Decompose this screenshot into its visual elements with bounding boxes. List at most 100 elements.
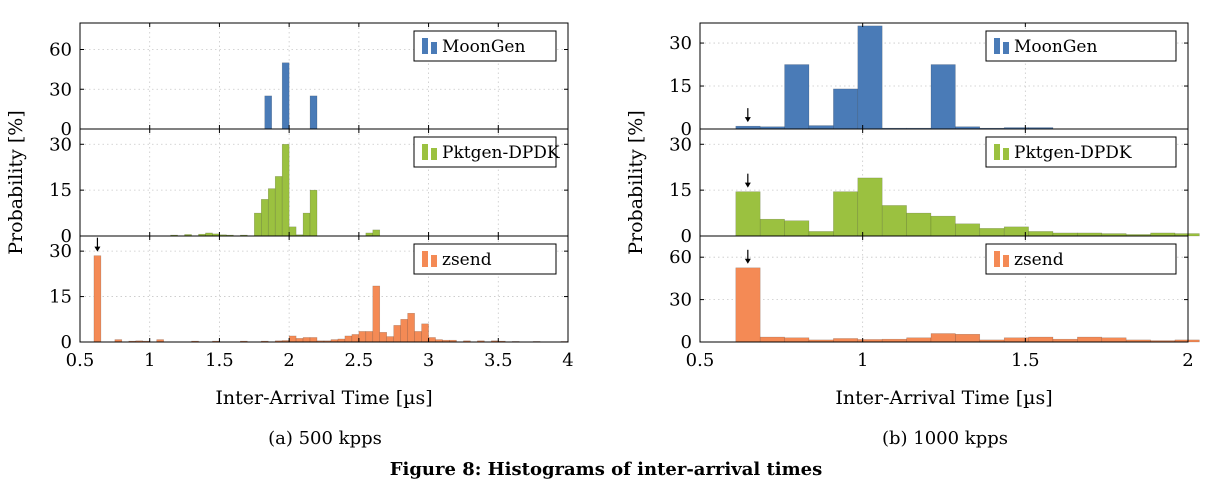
y-tick-label: 30 [669, 290, 692, 311]
y-tick-label: 30 [669, 134, 692, 155]
histogram-bar [407, 312, 415, 343]
histogram-bar [906, 212, 932, 237]
x-tick-label: 0.5 [686, 350, 715, 371]
histogram-bar [309, 337, 318, 343]
x-axis-label: Inter-Arrival Time [µs] [835, 387, 1052, 409]
legend-swatch [431, 42, 437, 54]
y-tick-label: 0 [681, 119, 692, 140]
y-tick-label: 30 [49, 79, 72, 100]
histogram-bar [955, 333, 981, 343]
arrow-icon [744, 173, 751, 188]
x-tick-label: 1 [857, 350, 868, 371]
histogram-bar [261, 199, 269, 237]
legend-label: MoonGen [442, 37, 525, 57]
panel-frame [699, 235, 1189, 343]
x-tick-label: 2.5 [345, 350, 374, 371]
histogram-bar [309, 189, 318, 237]
x-tick-label: 3.5 [484, 350, 513, 371]
legend-pktgen-dpdk: Pktgen-DPDK [985, 136, 1177, 168]
figure-caption: Figure 8: Histograms of inter-arrival ti… [389, 459, 823, 480]
histogram-bar [372, 229, 381, 237]
y-tick-label: 0 [61, 226, 72, 247]
legend-zsend: zsend [985, 243, 1177, 275]
legend-swatch [1003, 42, 1009, 54]
y-tick-label: 60 [49, 40, 72, 61]
histogram-bar [379, 332, 387, 343]
histogram-bar [735, 191, 761, 237]
y-tick-label: 30 [49, 134, 72, 155]
legend-moongen: MoonGen [413, 30, 557, 62]
histogram-bar [421, 323, 429, 343]
histogram-bar [274, 176, 283, 237]
legend-swatch [994, 38, 1000, 54]
histogram-bar [267, 188, 276, 237]
x-tick-label: 1.5 [205, 350, 234, 371]
legend-moongen: MoonGen [985, 30, 1177, 62]
histogram-bar [288, 335, 297, 343]
histogram-bar [857, 177, 883, 237]
histogram-bar [930, 64, 956, 130]
legend-label: zsend [442, 250, 492, 270]
legend-swatch [422, 251, 428, 267]
histogram-bar [386, 336, 394, 343]
y-tick-label: 0 [61, 119, 72, 140]
histogram-bar [372, 285, 381, 343]
histogram-bar [857, 25, 883, 130]
legend-swatch [1003, 255, 1009, 267]
legend-label: zsend [1014, 250, 1064, 270]
x-tick-label: 0.5 [66, 350, 95, 371]
legend-swatch [431, 255, 437, 267]
histogram-bar [400, 319, 408, 343]
histogram-bar [930, 215, 956, 237]
x-tick-label: 1.5 [1011, 350, 1040, 371]
subcaption-500-kpps: (a) 500 kpps [268, 428, 382, 449]
histogram-bar [784, 220, 810, 237]
y-tick-label: 0 [681, 332, 692, 353]
legend-box [413, 243, 557, 275]
histogram-bar [1101, 337, 1127, 343]
panel-frame [79, 235, 569, 343]
histogram-bar [808, 231, 834, 237]
histogram-bar [281, 144, 290, 237]
histogram-bar [759, 336, 785, 343]
histogram-bar [302, 337, 311, 343]
arrow-head [94, 246, 101, 252]
histogram-bar [1077, 336, 1103, 343]
histogram-bar [979, 228, 1005, 237]
legend-swatch [994, 251, 1000, 267]
histogram-bar [309, 95, 318, 130]
histogram-bar [833, 191, 859, 237]
x-tick-label: 4 [562, 350, 573, 371]
y-tick-label: 30 [669, 33, 692, 54]
legend-label: MoonGen [1014, 37, 1097, 57]
histogram-bar [264, 95, 272, 130]
legend-pktgen-dpdk: Pktgen-DPDK [413, 136, 560, 168]
histogram-bar [1028, 336, 1054, 343]
y-tick-label: 30 [49, 241, 72, 262]
x-tick-label: 2 [283, 350, 294, 371]
histogram-bar [784, 64, 810, 130]
legend-zsend: zsend [413, 243, 557, 275]
histogram-bar [428, 337, 436, 343]
arrow-head [744, 182, 751, 188]
histogram-bar [759, 218, 785, 237]
legend-box [985, 243, 1177, 275]
histogram-bar [365, 331, 374, 343]
y-tick-label: 15 [49, 287, 72, 308]
histogram-bar [254, 212, 262, 237]
legend-label: Pktgen-DPDK [442, 143, 560, 163]
histogram-bar [351, 334, 360, 343]
histogram-bar [735, 267, 761, 343]
histogram-bar [295, 338, 304, 343]
histogram-bar [833, 88, 859, 130]
panel-moongen: 0 30 60 MoonGen [49, 22, 569, 140]
subcaption-1000-kpps: (b) 1000 kpps [881, 428, 1008, 449]
histogram-bar [281, 62, 290, 130]
y-tick-label: 0 [681, 226, 692, 247]
histogram-bar [784, 337, 810, 343]
y-axis-label: Probability [%] [625, 110, 647, 254]
panel-pktgen-dpdk: 0 15 30 Pktgen-DPDK [49, 128, 569, 247]
